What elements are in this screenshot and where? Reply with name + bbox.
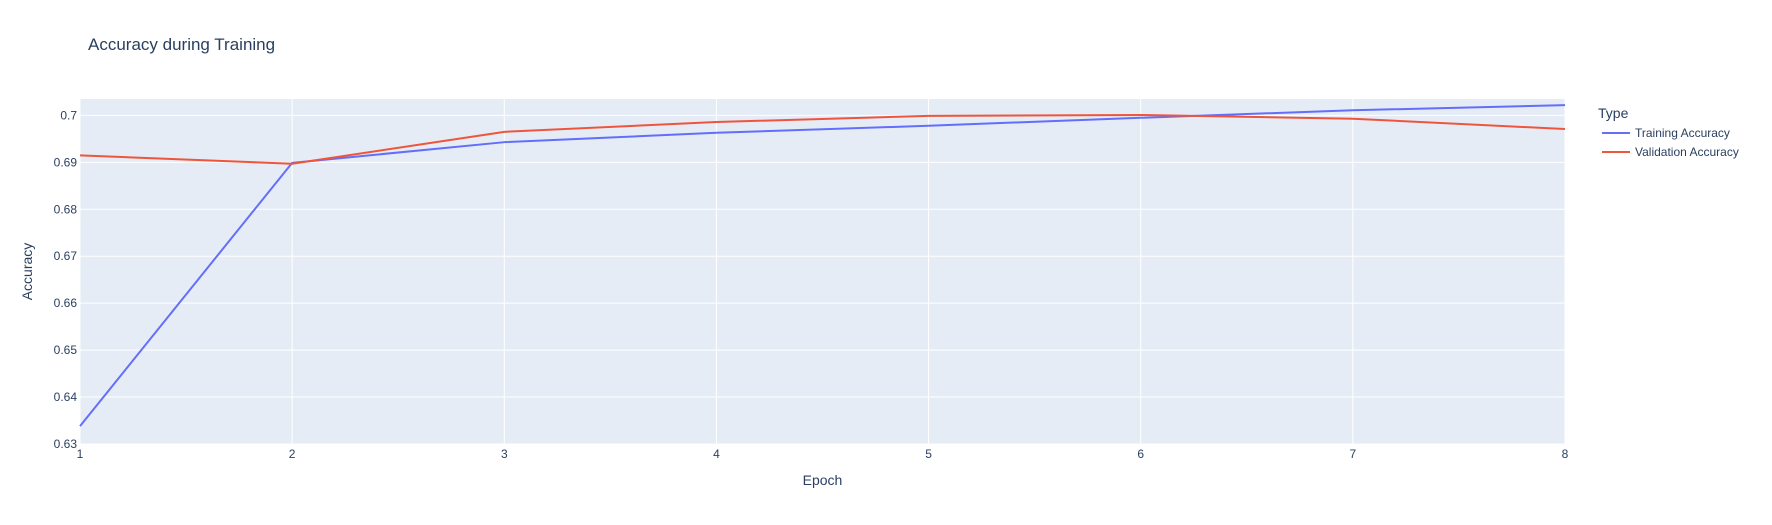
y-axis-title: Accuracy <box>19 243 35 301</box>
x-tick-label: 6 <box>1137 447 1144 461</box>
y-tick-label: 0.69 <box>54 155 78 169</box>
x-tick-label: 5 <box>925 447 932 461</box>
y-tick-label: 0.67 <box>54 249 78 263</box>
x-axis-ticks: 1 2 3 4 5 6 7 8 <box>77 447 1569 461</box>
y-tick-label: 0.66 <box>54 296 78 310</box>
y-tick-label: 0.7 <box>60 108 77 122</box>
chart-title: Accuracy during Training <box>88 35 275 54</box>
grid-lines <box>79 99 1566 445</box>
legend-label: Validation Accuracy <box>1635 145 1739 159</box>
series-line <box>79 113 1566 165</box>
x-tick-label: 2 <box>289 447 296 461</box>
x-tick-label: 7 <box>1350 447 1357 461</box>
x-axis-title: Epoch <box>803 472 843 488</box>
y-tick-label: 0.68 <box>54 202 78 216</box>
x-tick-label: 1 <box>77 447 84 461</box>
y-axis-ticks: 0.63 0.64 0.65 0.66 0.67 0.68 0.69 0.7 <box>54 108 78 451</box>
legend: Type Training Accuracy Validation Accurac… <box>1598 105 1739 159</box>
y-tick-label: 0.65 <box>54 343 78 357</box>
legend-label: Training Accuracy <box>1635 126 1730 140</box>
x-tick-label: 8 <box>1562 447 1569 461</box>
y-tick-label: 0.64 <box>54 390 78 404</box>
plot-area <box>80 99 1565 444</box>
legend-title: Type <box>1598 105 1629 121</box>
series-lines <box>79 104 1566 427</box>
x-tick-label: 3 <box>501 447 508 461</box>
legend-items: Training Accuracy Validation Accuracy <box>1602 126 1739 159</box>
y-tick-label: 0.63 <box>54 437 78 451</box>
x-tick-label: 4 <box>713 447 720 461</box>
